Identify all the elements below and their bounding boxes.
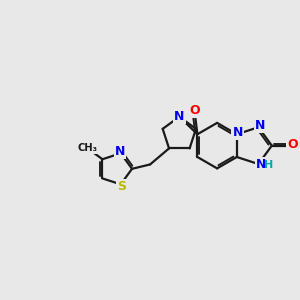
Text: CH₃: CH₃ bbox=[77, 143, 97, 153]
Text: H: H bbox=[264, 160, 273, 170]
Text: S: S bbox=[117, 180, 126, 193]
Text: N: N bbox=[232, 126, 243, 139]
Text: N: N bbox=[174, 110, 184, 123]
Text: O: O bbox=[287, 138, 298, 151]
Text: N: N bbox=[255, 119, 265, 132]
Text: N: N bbox=[256, 158, 266, 171]
Text: O: O bbox=[190, 103, 200, 117]
Text: N: N bbox=[115, 145, 125, 158]
